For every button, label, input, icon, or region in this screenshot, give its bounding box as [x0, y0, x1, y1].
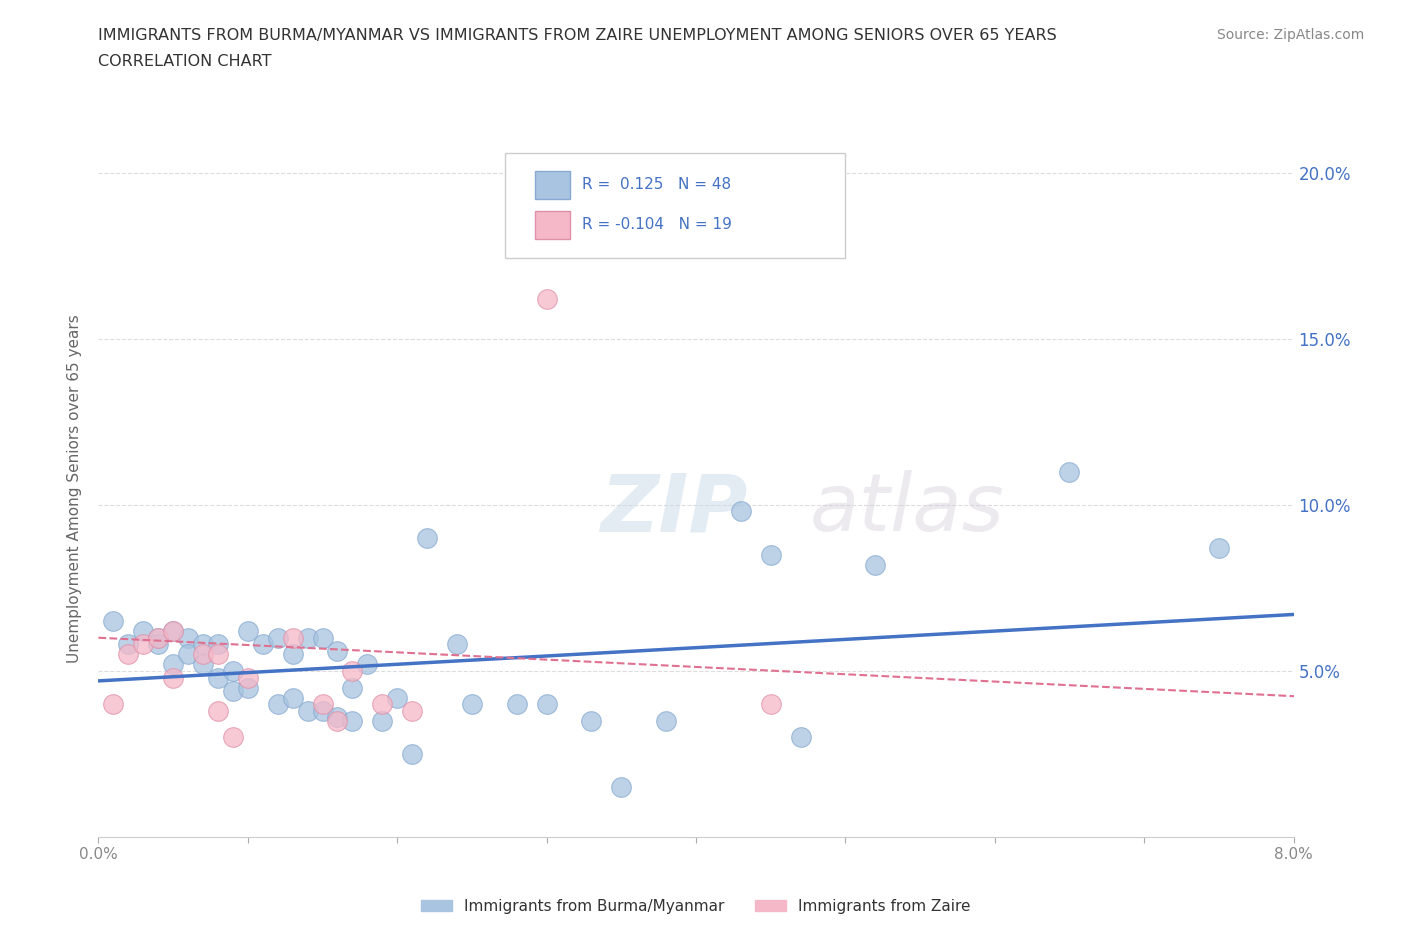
- Point: [401, 747, 423, 762]
- Point: [207, 637, 229, 652]
- Point: [132, 637, 155, 652]
- Point: [207, 671, 229, 685]
- Point: [759, 547, 782, 562]
- Point: [148, 631, 170, 645]
- FancyBboxPatch shape: [534, 171, 571, 199]
- Point: [863, 557, 886, 572]
- Point: [356, 657, 378, 671]
- Point: [446, 637, 468, 652]
- Point: [222, 684, 245, 698]
- Text: ZIP: ZIP: [600, 471, 748, 548]
- Point: [385, 690, 409, 705]
- Point: [222, 730, 245, 745]
- Point: [281, 631, 304, 645]
- Point: [207, 703, 229, 718]
- Point: [311, 631, 333, 645]
- Point: [536, 291, 558, 306]
- Point: [789, 730, 811, 745]
- Point: [207, 647, 229, 662]
- FancyBboxPatch shape: [505, 153, 845, 259]
- Point: [191, 657, 214, 671]
- Text: Source: ZipAtlas.com: Source: ZipAtlas.com: [1216, 28, 1364, 42]
- Point: [730, 504, 752, 519]
- Point: [162, 671, 184, 685]
- Point: [103, 614, 125, 629]
- Point: [236, 671, 259, 685]
- Point: [326, 713, 349, 728]
- Point: [252, 637, 274, 652]
- Point: [342, 680, 364, 695]
- Point: [162, 657, 184, 671]
- Point: [371, 713, 394, 728]
- Point: [655, 713, 678, 728]
- Point: [162, 624, 184, 639]
- Point: [326, 710, 349, 724]
- Point: [117, 647, 139, 662]
- Point: [1208, 540, 1230, 555]
- Text: R = -0.104   N = 19: R = -0.104 N = 19: [582, 217, 733, 232]
- Point: [148, 631, 170, 645]
- Point: [581, 713, 603, 728]
- Point: [759, 697, 782, 711]
- Point: [506, 697, 529, 711]
- Point: [177, 647, 200, 662]
- Point: [236, 680, 259, 695]
- Point: [267, 697, 290, 711]
- Point: [1059, 464, 1081, 479]
- Point: [311, 697, 333, 711]
- Point: [371, 697, 394, 711]
- Point: [117, 637, 139, 652]
- Text: IMMIGRANTS FROM BURMA/MYANMAR VS IMMIGRANTS FROM ZAIRE UNEMPLOYMENT AMONG SENIOR: IMMIGRANTS FROM BURMA/MYANMAR VS IMMIGRA…: [98, 28, 1057, 43]
- Point: [236, 624, 259, 639]
- Point: [536, 697, 558, 711]
- Point: [311, 703, 333, 718]
- FancyBboxPatch shape: [534, 211, 571, 239]
- Text: atlas: atlas: [810, 471, 1004, 548]
- Text: CORRELATION CHART: CORRELATION CHART: [98, 54, 271, 69]
- Point: [191, 637, 214, 652]
- Point: [177, 631, 200, 645]
- Legend: Immigrants from Burma/Myanmar, Immigrants from Zaire: Immigrants from Burma/Myanmar, Immigrant…: [415, 893, 977, 920]
- Point: [267, 631, 290, 645]
- Point: [103, 697, 125, 711]
- Point: [326, 644, 349, 658]
- Point: [416, 531, 439, 546]
- Point: [342, 713, 364, 728]
- Text: R =  0.125   N = 48: R = 0.125 N = 48: [582, 178, 731, 193]
- Point: [461, 697, 484, 711]
- Point: [132, 624, 155, 639]
- Point: [610, 779, 633, 794]
- Point: [191, 647, 214, 662]
- Point: [162, 624, 184, 639]
- Point: [222, 663, 245, 678]
- Point: [401, 703, 423, 718]
- Point: [297, 703, 319, 718]
- Point: [281, 647, 304, 662]
- Point: [297, 631, 319, 645]
- Y-axis label: Unemployment Among Seniors over 65 years: Unemployment Among Seniors over 65 years: [67, 314, 83, 662]
- Point: [342, 663, 364, 678]
- Point: [148, 637, 170, 652]
- Point: [281, 690, 304, 705]
